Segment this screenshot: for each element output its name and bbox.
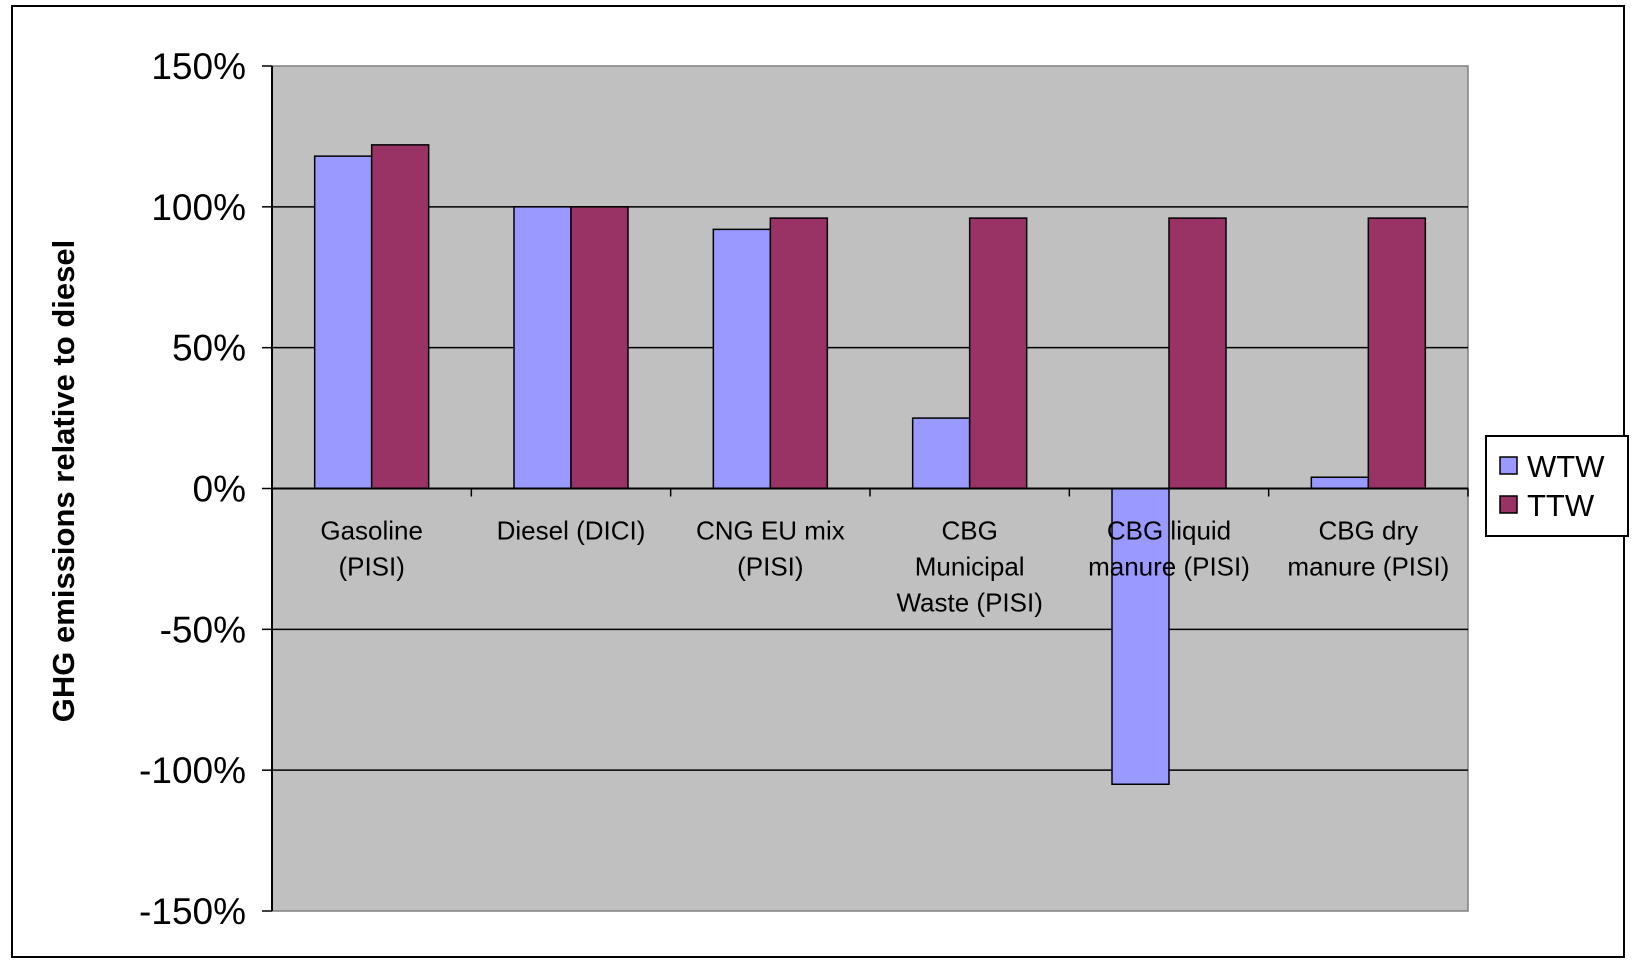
bar-wtw — [712, 228, 772, 490]
legend-label-ttw: TTW — [1527, 488, 1595, 523]
y-tick-labels: 150% 100% 50% 0% -50% -100% -150% — [139, 46, 246, 932]
legend-swatch-wtw — [1499, 456, 1518, 475]
legend-box — [1485, 435, 1629, 537]
y-axis-title: GHG emissions relative to diesel — [46, 240, 81, 722]
bar-ttw — [1367, 217, 1427, 490]
y-tick-label: -100% — [139, 750, 246, 791]
y-tick-label: 50% — [172, 328, 246, 369]
bar-ttw — [769, 217, 829, 490]
bar-wtw — [513, 206, 572, 490]
x-tick-label: Gasoline (PISI) — [320, 516, 423, 582]
x-tick-label: CBG dry manure (PISI) — [1287, 516, 1449, 582]
y-tick-label: -50% — [160, 609, 246, 650]
bar-ttw — [968, 217, 1028, 490]
bar-ttw — [570, 206, 629, 490]
bar-wtw — [911, 417, 971, 490]
y-tick-label: 0% — [193, 469, 246, 510]
bar-ttw — [370, 144, 430, 490]
bar-wtw — [1111, 487, 1170, 785]
x-tick-labels: Gasoline (PISI) Diesel (DICI) CNG EU mix (PI… — [320, 516, 1449, 618]
bar-ttw — [1168, 217, 1227, 490]
x-tick-label: Diesel (DICI) — [497, 516, 646, 546]
x-tick-label: CBG liquid manure (PISI) — [1088, 516, 1250, 582]
bars — [313, 144, 1427, 785]
bar-wtw — [313, 155, 373, 490]
legend-label-wtw: WTW — [1527, 449, 1605, 484]
y-tick-label: 100% — [151, 187, 246, 228]
bar-wtw — [1310, 476, 1370, 490]
y-tick-label: -150% — [139, 891, 246, 932]
x-tick-label: CBG Municipal Waste (PISI) — [896, 516, 1042, 618]
legend: WTW TTW — [1485, 435, 1629, 537]
y-tick-label: 150% — [151, 46, 246, 87]
legend-swatch-ttw — [1499, 495, 1518, 514]
x-tick-label: CNG EU mix (PISI) — [696, 516, 845, 582]
axes — [262, 65, 1469, 912]
